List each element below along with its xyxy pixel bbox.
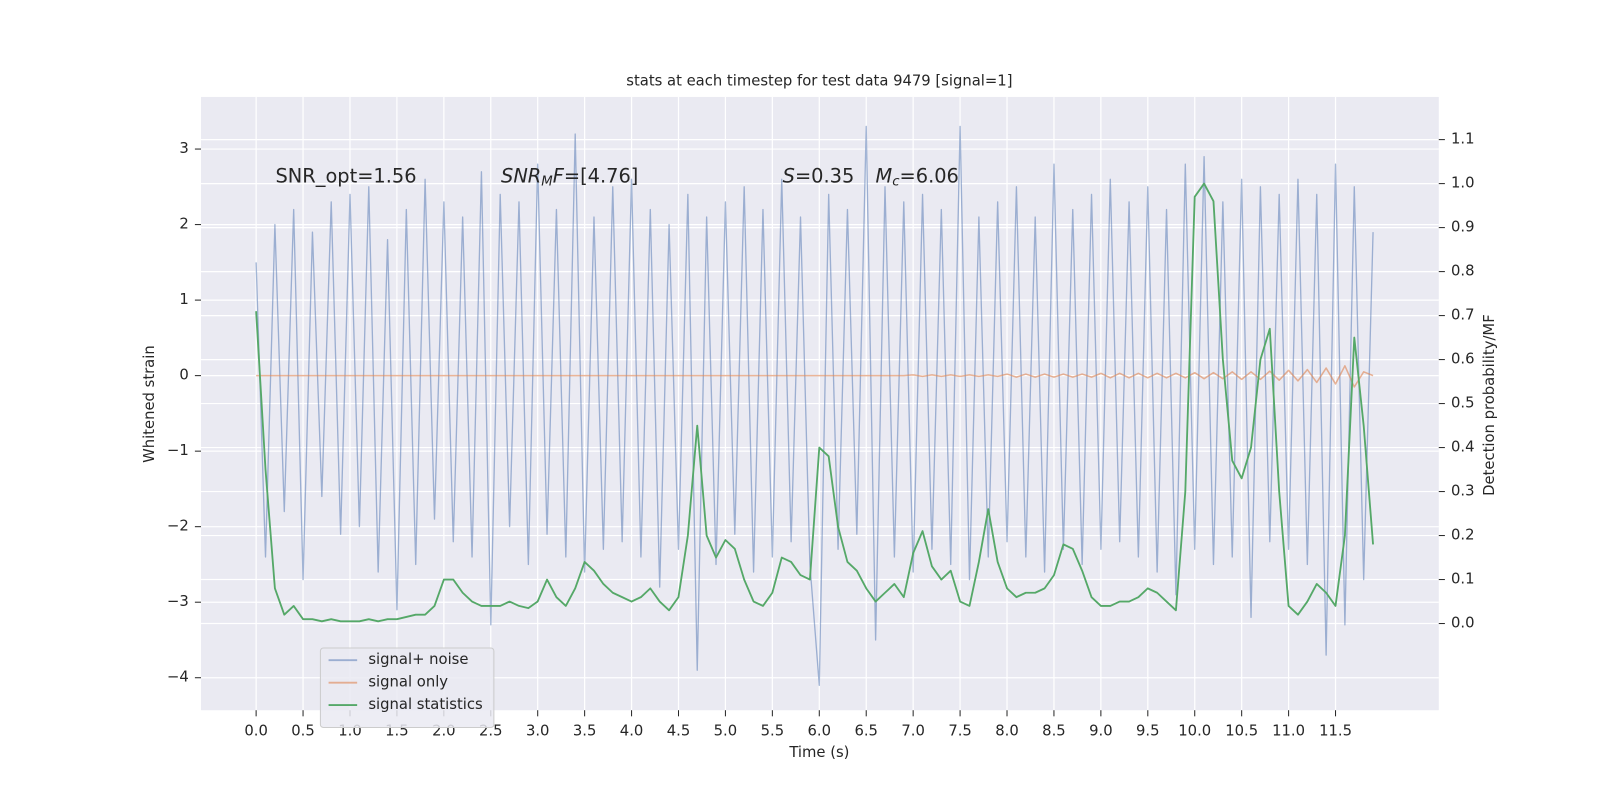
annotation-part: S (783, 164, 795, 187)
y2-tick-label: 0.9 (1451, 219, 1475, 236)
annotation: S=0.35 (783, 164, 855, 187)
x-tick-label: 4.0 (620, 723, 644, 740)
annotation: SNRMF=[4.76] (501, 164, 638, 190)
x-tick-label: 7.0 (901, 723, 925, 740)
legend-box (319, 647, 495, 729)
x-tick-label: 0.0 (244, 723, 268, 740)
x-axis-label: Time (s) (788, 744, 849, 761)
y2-tick-label: 0.4 (1451, 439, 1475, 456)
annotation: SNR_opt=1.56 (276, 164, 417, 187)
annotation-part: c (892, 175, 900, 190)
y-tick-label: −2 (167, 518, 189, 535)
y2-tick-label: 1.0 (1451, 175, 1475, 192)
series-line (255, 125, 1374, 686)
x-tick-label: 10.0 (1178, 723, 1211, 740)
y-tick-label: 0 (179, 367, 188, 384)
series-line (255, 182, 1374, 623)
y-tick-label: −1 (167, 442, 189, 459)
y2-tick-label: 0.8 (1451, 263, 1475, 280)
x-tick-label: 8.5 (1042, 723, 1066, 740)
x-tick-label: 10.5 (1225, 723, 1258, 740)
y-tick-label: 3 (179, 140, 188, 157)
annotation-part: =0.35 (795, 164, 854, 187)
y-tick-label: 1 (179, 291, 188, 308)
annotation-part: =6.06 (900, 164, 959, 187)
marks (255, 125, 1374, 686)
chart-title: stats at each timestep for test data 947… (626, 73, 1012, 90)
x-tick-label: 9.0 (1089, 723, 1113, 740)
x-tick-label: 9.5 (1136, 723, 1160, 740)
series-line (256, 365, 1374, 388)
y2-tick-label: 1.1 (1451, 131, 1475, 148)
x-tick-label: 4.5 (667, 723, 691, 740)
legend-label: signal+ noise (368, 651, 468, 668)
y-axis-label: Whitened strain (141, 345, 158, 463)
y2-tick-label: 0.5 (1451, 395, 1475, 412)
legend-label: signal only (368, 674, 448, 691)
y-tick-label: 2 (179, 216, 188, 233)
y2-tick-label: 0.1 (1451, 571, 1475, 588)
x-tick-label: 6.0 (808, 723, 832, 740)
x-tick-label: 5.0 (714, 723, 738, 740)
y-tick-label: −4 (167, 669, 189, 686)
x-tick-label: 0.5 (291, 723, 315, 740)
x-tick-label: 8.0 (995, 723, 1019, 740)
legend-label: signal statistics (368, 696, 482, 713)
x-tick-label: 3.5 (573, 723, 597, 740)
y2-tick-label: 0.0 (1451, 615, 1475, 632)
annotation-part: SNR (501, 164, 541, 187)
x-tick-label: 7.5 (948, 723, 972, 740)
y2-tick-label: 0.3 (1451, 483, 1475, 500)
x-tick-label: 6.5 (854, 723, 878, 740)
annotation-part: SNR_opt=1.56 (276, 164, 417, 187)
y-tick-label: −3 (167, 593, 189, 610)
y2-tick-label: 0.7 (1451, 307, 1475, 324)
annotation-part: =[4.76] (564, 164, 639, 187)
x-tick-label: 3.0 (526, 723, 550, 740)
x-tick-label: 11.0 (1272, 723, 1305, 740)
y2-axis-label: Detection probability/MF (1481, 314, 1498, 496)
legend: signal+ noise signal only signal statistic… (319, 647, 495, 729)
x-tick-label: 11.5 (1319, 723, 1352, 740)
y2-tick-label: 0.2 (1451, 527, 1475, 544)
x-tick-label: 5.5 (761, 723, 785, 740)
annotation: Mc=6.06 (876, 164, 959, 190)
annotation-part: M (876, 164, 893, 187)
annotation-part: M (541, 175, 553, 190)
annotation-part: F (553, 164, 565, 187)
y2-tick-label: 0.6 (1451, 351, 1475, 368)
